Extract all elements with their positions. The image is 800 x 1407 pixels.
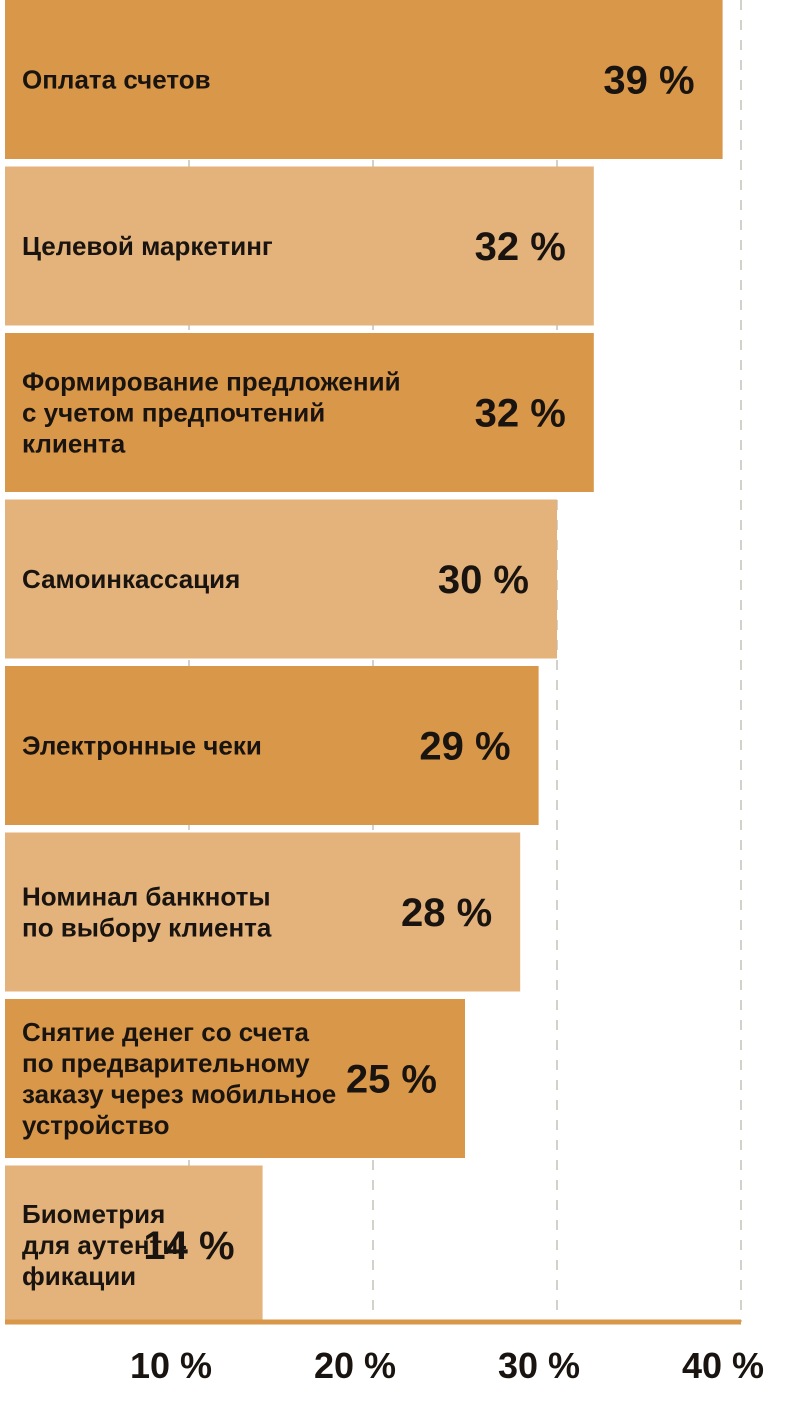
x-tick-label-10: 10 %	[130, 1345, 212, 1386]
bar-4	[5, 499, 557, 659]
bar-3	[5, 333, 594, 492]
category-label-5: Электронные чеки	[22, 731, 262, 761]
value-label-2: 32 %	[475, 225, 566, 269]
category-label-2: Целевой маркетинг	[22, 231, 273, 261]
category-label-line: Электронные чеки	[22, 731, 262, 761]
category-label-line: по выбору клиента	[22, 913, 272, 943]
value-label-6: 28 %	[401, 891, 492, 935]
category-label-line: Оплата счетов	[22, 65, 211, 95]
category-label-6: Номинал банкноты по выбору клиента	[22, 882, 272, 943]
category-label-line: Целевой маркетинг	[22, 231, 273, 261]
category-label-4: Самоинкассация	[22, 564, 240, 594]
category-label-1: Оплата счетов	[22, 65, 211, 95]
bar-7	[5, 999, 465, 1158]
bar-8	[5, 1165, 263, 1325]
category-label-7: Снятие денег со счета по предварительному…	[22, 1017, 336, 1140]
bars	[5, 0, 723, 1325]
category-label-line: по предварительному	[22, 1048, 310, 1078]
category-label-line: Снятие денег со счета	[22, 1017, 310, 1047]
category-label-line: Самоинкассация	[22, 564, 240, 594]
value-label-7: 25 %	[346, 1058, 437, 1102]
category-label-line: Биометрия	[22, 1199, 165, 1229]
category-label-line: Формирование предложений	[22, 367, 401, 397]
category-label-3: Формирование предложений с учетом предпоч…	[22, 367, 401, 459]
category-label-line: Номинал банкноты	[22, 882, 271, 912]
value-label-8: 14 %	[143, 1224, 234, 1268]
bar-2	[5, 166, 594, 326]
category-label-line: заказу через мобильное	[22, 1079, 336, 1109]
value-label-1: 39 %	[603, 59, 694, 103]
bar-5	[5, 666, 539, 825]
x-tick-label-30: 30 %	[498, 1345, 580, 1386]
value-label-5: 29 %	[419, 725, 510, 769]
value-label-3: 32 %	[475, 392, 566, 436]
category-labels: Оплата счетов Целевой маркетинг Формирован…	[22, 65, 401, 1292]
x-tick-label-40: 40 %	[682, 1345, 764, 1386]
category-label-line: клиента	[22, 429, 126, 459]
x-axis: 10 % 20 % 30 % 40 %	[5, 1319, 764, 1386]
value-labels: 39 % 32 % 32 % 30 % 29 % 28 % 25 % 14 %	[143, 59, 694, 1269]
value-label-4: 30 %	[438, 558, 529, 602]
category-label-line: фикации	[22, 1261, 136, 1291]
category-label-line: устройство	[22, 1110, 169, 1140]
category-label-line: с учетом предпочтений	[22, 398, 325, 428]
bar-1	[5, 0, 723, 159]
category-label-8: Биометрия для аутенти-фикации	[22, 1199, 187, 1291]
x-tick-label-20: 20 %	[314, 1345, 396, 1386]
bar-6	[5, 832, 521, 992]
category-label-line: для аутенти-	[22, 1230, 187, 1260]
